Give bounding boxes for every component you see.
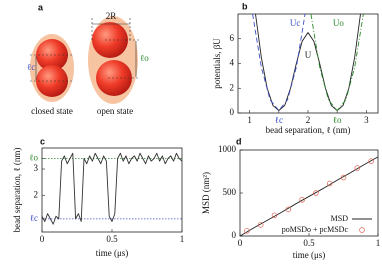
x-axis-label: time (μs) — [293, 250, 326, 260]
width-label: 2R — [106, 11, 117, 21]
data-point — [271, 212, 278, 219]
x-tick-label: 1 — [376, 238, 381, 248]
data-point — [326, 180, 333, 187]
data-point — [368, 158, 374, 164]
y-axis-label: potentials, βU — [212, 38, 222, 89]
series-line — [310, 14, 364, 111]
series-line — [252, 14, 306, 111]
y-tick-label: 3 — [34, 163, 39, 173]
panel-label: c — [40, 136, 45, 146]
series-label: Uo — [333, 18, 344, 28]
series-line — [255, 14, 361, 111]
y-tick-label: ℓo — [29, 153, 38, 163]
x-tick-label: 1 — [180, 234, 185, 244]
x-tick-label: 2 — [306, 115, 311, 125]
data-point — [299, 197, 305, 203]
y-axis-label: MSD (nm²) — [201, 172, 211, 214]
plot-frame — [41, 147, 183, 233]
open-length: ℓo — [140, 53, 149, 63]
y-tick-label: 500 — [223, 187, 237, 197]
data-point — [354, 165, 361, 171]
x-tick-label: ℓo — [333, 115, 342, 125]
closed-caption: closed state — [31, 106, 73, 116]
y-tick-label: 6 — [230, 33, 235, 43]
series-label: Uc — [290, 18, 301, 28]
x-tick-label: 0 — [40, 234, 45, 244]
y-tick-label: 0 — [232, 230, 237, 240]
x-tick-label: 3 — [364, 115, 369, 125]
data-point — [285, 206, 292, 213]
y-tick-label: 1000 — [218, 144, 237, 154]
x-tick-label: 0.5 — [303, 238, 315, 248]
panel-label: b — [242, 1, 248, 11]
y-tick-label: ℓc — [30, 213, 38, 223]
x-tick-label: 1 — [247, 115, 252, 125]
series-line — [240, 156, 378, 236]
legend-marker — [359, 227, 365, 233]
y-tick-label: 2 — [34, 189, 39, 199]
legend-label: MSD — [331, 214, 349, 223]
legend-label: poMSDo + pcMSDc — [282, 225, 349, 234]
y-tick-label: 4 — [230, 58, 235, 68]
y-axis-label: bead separation, ℓ (nm) — [12, 148, 22, 233]
data-point — [340, 174, 347, 181]
plot-frame — [237, 13, 379, 114]
closed-length: ℓc — [27, 62, 35, 72]
panel-label: a — [38, 2, 44, 12]
y-tick-label: 2 — [230, 82, 235, 92]
series-line — [42, 152, 182, 225]
panel-label: d — [236, 136, 242, 146]
open-caption: open state — [97, 106, 133, 116]
plot-frame — [239, 149, 379, 237]
x-axis-label: time (μs) — [96, 248, 129, 258]
series-label: U — [305, 50, 312, 60]
panel-a: a ℓc closed state 2R ℓo open state — [27, 2, 149, 116]
data-point — [244, 228, 250, 234]
x-axis-label: bead separation, ℓ (nm) — [266, 125, 351, 135]
x-tick-label: ℓc — [275, 115, 283, 125]
x-tick-label: 0 — [238, 238, 243, 248]
x-tick-label: 0.5 — [106, 234, 118, 244]
data-point — [257, 222, 264, 228]
y-tick-label: 0 — [230, 107, 235, 117]
data-point — [313, 190, 319, 196]
